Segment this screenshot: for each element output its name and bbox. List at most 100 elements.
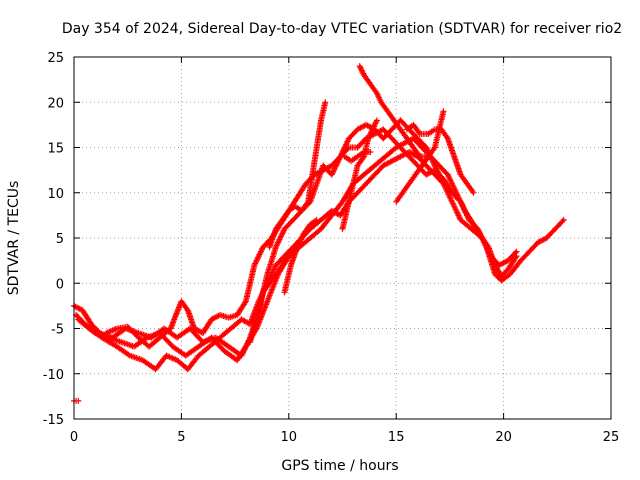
data-point (348, 201, 350, 203)
data-point (197, 346, 200, 348)
y-tick-label: -15 (43, 413, 64, 428)
data-point (339, 155, 341, 158)
data-point (341, 201, 344, 203)
data-point (442, 178, 445, 180)
data-point (281, 264, 283, 266)
y-tick-label: 25 (47, 51, 64, 66)
series-track-8 (356, 63, 430, 160)
data-point (387, 110, 389, 112)
data-point (249, 323, 251, 325)
data-point (356, 192, 359, 194)
data-point (262, 246, 264, 248)
data-marks (71, 63, 567, 404)
data-point (466, 183, 468, 185)
data-point (369, 151, 372, 153)
data-point (399, 146, 402, 149)
data-point (309, 223, 311, 226)
data-point (359, 65, 361, 67)
y-tick-label: 20 (47, 96, 64, 111)
series-track-10 (403, 121, 477, 196)
data-point (275, 264, 277, 266)
x-tick-label: 20 (495, 430, 512, 445)
data-point (210, 318, 213, 321)
data-point (515, 250, 518, 253)
data-point (88, 327, 90, 330)
data-point (391, 137, 393, 140)
data-point (404, 142, 406, 144)
y-tick-label: 15 (47, 142, 64, 157)
data-point (316, 183, 318, 185)
x-axis-label: GPS time / hours (281, 458, 398, 474)
data-point (352, 183, 354, 185)
data-point (320, 219, 322, 221)
data-point (219, 314, 221, 316)
data-point (77, 400, 79, 402)
data-point (545, 237, 548, 239)
data-point (165, 355, 167, 357)
data-point (208, 346, 210, 348)
data-point (159, 332, 161, 334)
data-point (316, 219, 318, 221)
data-point (412, 146, 414, 149)
data-point (356, 128, 359, 130)
x-tick-label: 0 (70, 430, 78, 445)
data-point (356, 155, 359, 158)
data-point (434, 146, 436, 149)
data-point (515, 255, 518, 257)
data-point (275, 273, 277, 275)
data-point (382, 128, 384, 130)
data-point (309, 237, 311, 239)
data-point (356, 146, 359, 149)
data-point (127, 326, 129, 328)
data-point (116, 327, 118, 330)
data-point (301, 210, 303, 212)
data-point (520, 260, 522, 262)
data-point (425, 165, 427, 167)
data-point (215, 336, 217, 339)
data-point (75, 314, 77, 316)
data-point (451, 201, 453, 203)
data-point (382, 137, 384, 140)
data-point (554, 228, 556, 230)
data-point (320, 119, 322, 121)
data-point (438, 165, 440, 167)
data-point (290, 264, 292, 266)
data-point (266, 273, 268, 275)
y-tick-label: -10 (43, 368, 64, 383)
data-point (133, 346, 135, 348)
data-point (101, 336, 103, 339)
y-axis-label: SDTVAR / TECUs (6, 181, 22, 296)
data-point (460, 201, 462, 203)
series-track-6 (281, 216, 320, 296)
data-point (187, 309, 189, 311)
data-point (500, 279, 503, 282)
data-point (419, 133, 421, 135)
data-point (434, 128, 436, 130)
data-point (498, 264, 500, 266)
data-point (90, 323, 92, 325)
data-point (303, 232, 305, 235)
data-point (348, 137, 350, 140)
data-point (255, 318, 258, 321)
data-point (296, 196, 298, 198)
data-point (412, 137, 414, 140)
data-point (172, 346, 174, 348)
series-track-11 (341, 149, 374, 165)
data-point (371, 128, 374, 130)
data-point (406, 128, 408, 130)
y-tick-label: 10 (47, 187, 64, 202)
data-point (427, 133, 430, 135)
data-point (460, 174, 462, 176)
axis-ticks: 0 5 10 15 20 25 -15 -10 -5 0 5 10 15 20 25 (43, 51, 620, 445)
data-point (460, 219, 462, 221)
data-point (324, 101, 326, 103)
data-point (470, 228, 472, 230)
data-point (185, 355, 187, 357)
data-point (447, 137, 449, 140)
data-point (507, 269, 509, 271)
data-point (331, 214, 333, 216)
data-point (528, 250, 530, 253)
data-point (120, 341, 122, 343)
